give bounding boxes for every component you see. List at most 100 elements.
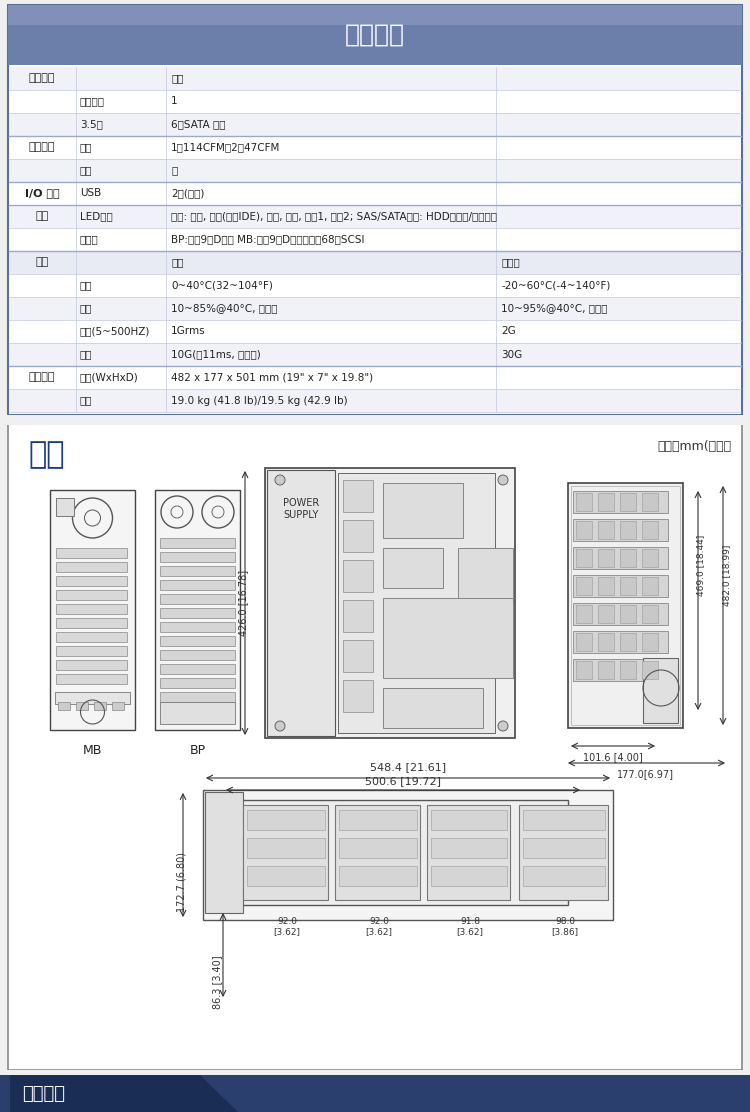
Bar [9, 320, 741, 342]
Bar [568, 483, 683, 728]
Bar [9, 67, 741, 90]
Bar [620, 661, 636, 679]
Circle shape [498, 475, 508, 485]
Bar [160, 702, 235, 724]
Bar [50, 490, 135, 729]
Bar [571, 486, 680, 725]
Bar [9, 297, 741, 320]
Bar [343, 641, 373, 672]
Text: 10~85%@40°C, 非凝固: 10~85%@40°C, 非凝固 [171, 304, 278, 314]
Bar [576, 605, 592, 623]
Bar [343, 520, 373, 552]
Text: 产品配置: 产品配置 [22, 1084, 65, 1102]
Bar [573, 547, 668, 569]
Text: 469.0 [18.44]: 469.0 [18.44] [697, 534, 706, 596]
Bar [8, 4, 742, 64]
Bar [160, 692, 235, 702]
Bar [243, 805, 328, 900]
Bar [56, 548, 127, 558]
Text: 482 x 177 x 501 mm (19" x 7" x 19.8"): 482 x 177 x 501 mm (19" x 7" x 19.8") [171, 373, 374, 383]
Bar [267, 470, 335, 736]
Text: 后面板: 后面板 [80, 235, 99, 245]
Bar [343, 600, 373, 632]
Bar [431, 866, 507, 886]
Bar [620, 605, 636, 623]
Bar [573, 603, 668, 625]
Text: 非工作: 非工作 [501, 258, 520, 268]
Text: 物理特性: 物理特性 [28, 373, 56, 383]
Bar [205, 792, 243, 913]
Bar [573, 631, 668, 653]
Bar [598, 633, 614, 651]
Bar [576, 577, 592, 595]
Bar [160, 594, 235, 604]
Bar [56, 661, 127, 671]
Bar [56, 646, 127, 656]
Text: 172.7 (6.80): 172.7 (6.80) [176, 853, 186, 913]
Bar [9, 228, 741, 251]
Bar [9, 274, 741, 297]
Bar [573, 830, 588, 870]
Bar [343, 681, 373, 712]
Bar [9, 342, 741, 366]
Bar [155, 490, 240, 729]
Bar [56, 618, 127, 628]
Bar [160, 678, 235, 688]
Bar [55, 692, 130, 704]
Bar [112, 702, 124, 709]
Bar [576, 493, 592, 512]
Bar [0, 1075, 750, 1112]
Bar [9, 205, 741, 228]
Bar [56, 562, 127, 572]
Bar [9, 90, 741, 113]
Bar [642, 522, 658, 539]
Text: 92.0
[3.62]: 92.0 [3.62] [274, 917, 301, 936]
Text: 超薄光驱: 超薄光驱 [80, 97, 105, 107]
Bar [160, 608, 235, 618]
Bar [339, 866, 417, 886]
Bar [58, 702, 70, 709]
Bar [213, 800, 568, 905]
Bar [160, 636, 235, 646]
Text: 其它: 其它 [35, 211, 49, 221]
Bar [0, 415, 750, 425]
Bar [573, 659, 668, 681]
Text: 1个114CFM与2个47CFM: 1个114CFM与2个47CFM [171, 142, 280, 152]
Bar [160, 566, 235, 576]
Text: 1Grms: 1Grms [171, 327, 206, 337]
Text: 3.5寸: 3.5寸 [80, 119, 103, 129]
Bar [642, 605, 658, 623]
Bar [9, 251, 741, 274]
Text: 风扇: 风扇 [80, 142, 92, 152]
Text: 湿度: 湿度 [80, 304, 92, 314]
Bar [339, 838, 417, 858]
Circle shape [275, 721, 285, 731]
Bar [427, 805, 510, 900]
Text: BP: BP [190, 744, 206, 757]
Text: 1: 1 [171, 97, 178, 107]
Bar [203, 790, 613, 920]
Circle shape [275, 475, 285, 485]
Bar [598, 522, 614, 539]
Text: 产品参数: 产品参数 [345, 23, 405, 47]
Text: 震动(5~500HZ): 震动(5~500HZ) [80, 327, 150, 337]
Bar [8, 421, 742, 1070]
Circle shape [498, 721, 508, 731]
Text: 6个SATA 硬盘: 6个SATA 硬盘 [171, 119, 226, 129]
Text: 尺寸(WxHxD): 尺寸(WxHxD) [80, 373, 139, 383]
Bar [56, 674, 127, 684]
Bar [383, 483, 463, 538]
Text: 前置: 前置 [171, 73, 184, 83]
Text: 单位：mm(英寸）: 单位：mm(英寸） [658, 440, 732, 454]
Bar [160, 552, 235, 562]
Bar [160, 538, 235, 548]
Bar [598, 577, 614, 595]
Text: USB: USB [80, 189, 101, 199]
Bar [160, 664, 235, 674]
Text: 动声: 动声 [80, 349, 92, 359]
Bar [8, 24, 742, 64]
Bar [523, 810, 605, 830]
Bar [94, 702, 106, 709]
Bar [598, 661, 614, 679]
Bar [160, 622, 235, 632]
